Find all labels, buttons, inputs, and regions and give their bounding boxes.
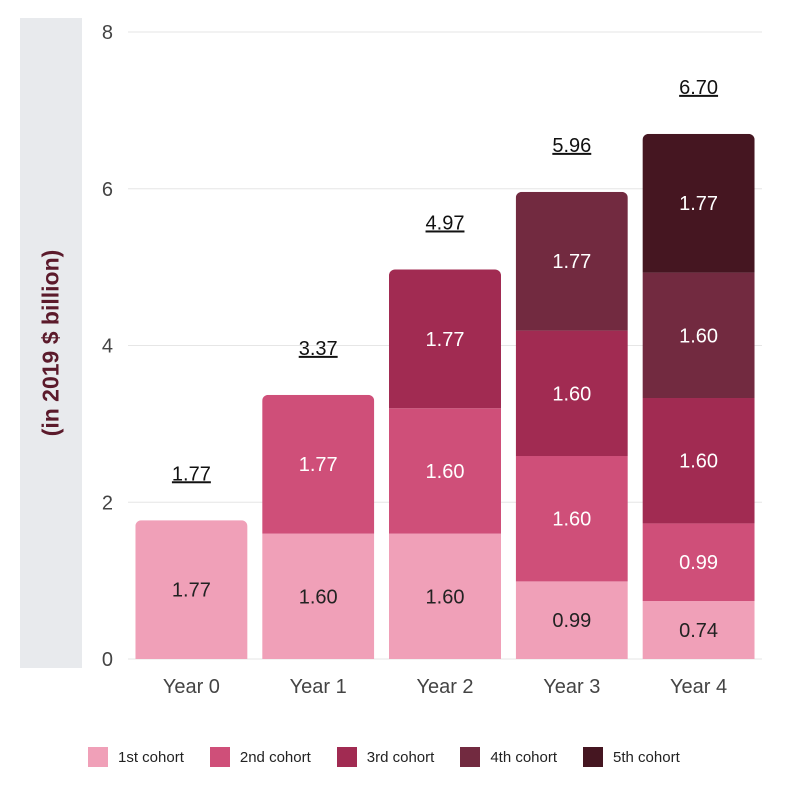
bar-segment <box>642 601 755 659</box>
bar-value-label: 0.74 <box>679 620 718 642</box>
bar-segment <box>515 330 628 457</box>
legend-label: 1st cohort <box>118 748 184 766</box>
x-tick-label: Year 2 <box>416 676 473 698</box>
bar-value-label: 1.77 <box>426 329 465 351</box>
legend-swatch <box>336 747 357 767</box>
bar-segment <box>135 520 248 659</box>
bar-total-label: 3.37 <box>299 338 338 360</box>
bar-segment <box>262 533 375 659</box>
bar-value-label: 1.77 <box>299 454 338 476</box>
legend-item: 3rd cohort <box>336 747 435 767</box>
bar-value-label: 1.60 <box>426 461 465 483</box>
legend-label: 2nd cohort <box>239 748 311 766</box>
y-tick-label: 2 <box>102 492 113 514</box>
legend-swatch <box>209 747 230 767</box>
bar-segment <box>389 408 501 534</box>
bar-total-label: 5.96 <box>552 135 591 157</box>
bar-value-label: 1.77 <box>172 580 211 602</box>
bar-value-label: 1.60 <box>299 586 338 608</box>
y-axis-label-band <box>20 18 82 668</box>
x-tick-label: Year 4 <box>670 676 727 698</box>
bar-value-label: 1.60 <box>679 325 718 347</box>
bar-segment <box>642 133 755 273</box>
bar-segment <box>515 581 628 659</box>
bar-total-label: 6.70 <box>679 77 718 99</box>
x-tick-label: Year 1 <box>290 676 347 698</box>
legend-label: 3rd cohort <box>366 748 435 766</box>
stacked-bar-chart: 0 2 4 6 8 1.77 1.77 Year 0 1.60 1.77 3.37 Year 1 1.6… <box>102 22 762 698</box>
bar-value-label: 1.77 <box>552 251 591 273</box>
bar-segment <box>515 456 628 582</box>
legend-swatch <box>583 747 604 767</box>
legend-label: 5th cohort <box>613 748 680 766</box>
legend-swatch <box>460 747 481 767</box>
bar-segment <box>642 272 755 399</box>
legend-label: 4th cohort <box>490 748 558 766</box>
y-tick-label: 6 <box>102 179 113 201</box>
legend-item: 4th cohort <box>460 747 557 767</box>
bar-segment <box>642 398 755 524</box>
bar-value-label: 1.60 <box>552 383 591 405</box>
bar-segment <box>642 523 755 602</box>
bar-value-label: 0.99 <box>679 552 718 574</box>
bar-value-label: 1.60 <box>426 586 465 608</box>
x-tick-label: Year 0 <box>163 676 220 698</box>
bar-value-label: 1.77 <box>679 193 718 215</box>
bar-segment <box>389 533 501 659</box>
x-tick-label: Year 3 <box>543 676 600 698</box>
bar-total-label: 1.77 <box>172 463 211 485</box>
legend-swatch <box>88 747 108 767</box>
bar-segment <box>515 191 628 331</box>
bar-segment <box>389 269 501 409</box>
legend-item: 2nd cohort <box>209 747 311 767</box>
y-tick-label: 0 <box>102 649 113 671</box>
legend: 1st cohort 2nd cohort 3rd cohort 4th cohort… <box>88 747 706 767</box>
bar-segment <box>262 394 375 534</box>
bar-value-label: 0.99 <box>552 610 591 632</box>
y-tick-label: 8 <box>102 22 113 44</box>
legend-item: 5th cohort <box>583 747 680 767</box>
bar-value-label: 1.60 <box>552 509 591 531</box>
bar-total-label: 4.97 <box>426 212 465 234</box>
bar-value-label: 1.60 <box>679 451 718 473</box>
legend-item: 1st cohort <box>88 747 184 767</box>
y-tick-label: 4 <box>102 336 113 358</box>
